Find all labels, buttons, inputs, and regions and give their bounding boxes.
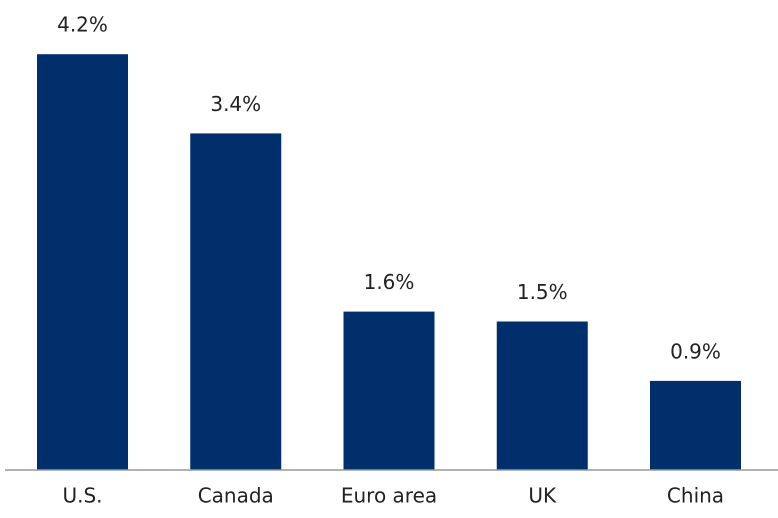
value-label: 1.6% bbox=[364, 270, 415, 294]
value-label: 3.4% bbox=[210, 92, 261, 116]
bar bbox=[37, 54, 128, 470]
value-label: 4.2% bbox=[57, 13, 108, 37]
bar bbox=[343, 311, 435, 470]
bar bbox=[650, 380, 741, 470]
x-tick-label: China bbox=[667, 484, 724, 508]
value-label: 0.9% bbox=[670, 339, 721, 363]
bar bbox=[496, 321, 588, 470]
x-tick-label: U.S. bbox=[62, 484, 102, 508]
x-tick-label: UK bbox=[528, 484, 557, 508]
value-label: 1.5% bbox=[517, 280, 568, 304]
x-tick-label: Canada bbox=[198, 484, 274, 508]
bar bbox=[190, 133, 282, 470]
x-tick-label: Euro area bbox=[341, 484, 437, 508]
